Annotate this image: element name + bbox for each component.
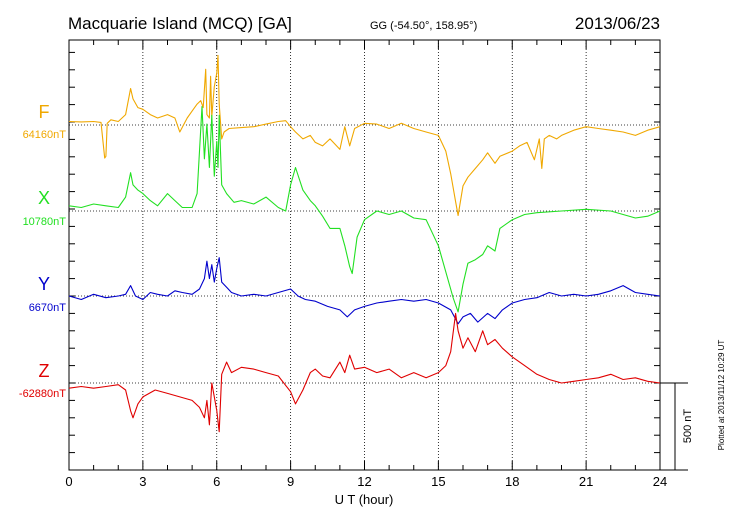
x-tick-label: 21 [579,474,593,489]
x-tick-label: 6 [213,474,220,489]
baseline-value-y: 6670nT [29,302,67,314]
x-tick-labels: 0 3 6 9 12 15 18 21 24 [65,474,667,489]
plotted-at-note: Plotted at 2013/11/12 10:29 UT [717,340,726,451]
x-tick-label: 15 [431,474,445,489]
series-name-y: Y [38,274,50,294]
baseline-value-f: 64160nT [23,129,67,141]
series-name-z: Z [39,361,50,381]
series-line-x [69,107,660,312]
station-title: Macquarie Island (MCQ) [GA] [68,14,292,33]
x-axis-label: U T (hour) [335,492,394,507]
x-tick-label: 18 [505,474,519,489]
series-labels: F 64160nT X 10780nT Y 6670nT Z -62880nT [19,102,66,400]
coordinates-label: GG (-54.50°, 158.95°) [370,20,477,32]
series-name-f: F [39,102,50,122]
x-tick-label: 12 [357,474,371,489]
baseline-value-z: -62880nT [19,388,66,400]
series-name-x: X [38,188,50,208]
x-tick-label: 24 [653,474,667,489]
x-tick-label: 3 [139,474,146,489]
series-lines [69,55,660,431]
x-tick-label: 0 [65,474,72,489]
plot-frame [69,40,660,470]
scale-bar-label: 500 nT [682,409,694,444]
date-label: 2013/06/23 [575,14,660,33]
x-tick-label: 9 [287,474,294,489]
axis-ticks [69,40,660,470]
baseline-value-x: 10780nT [23,216,67,228]
